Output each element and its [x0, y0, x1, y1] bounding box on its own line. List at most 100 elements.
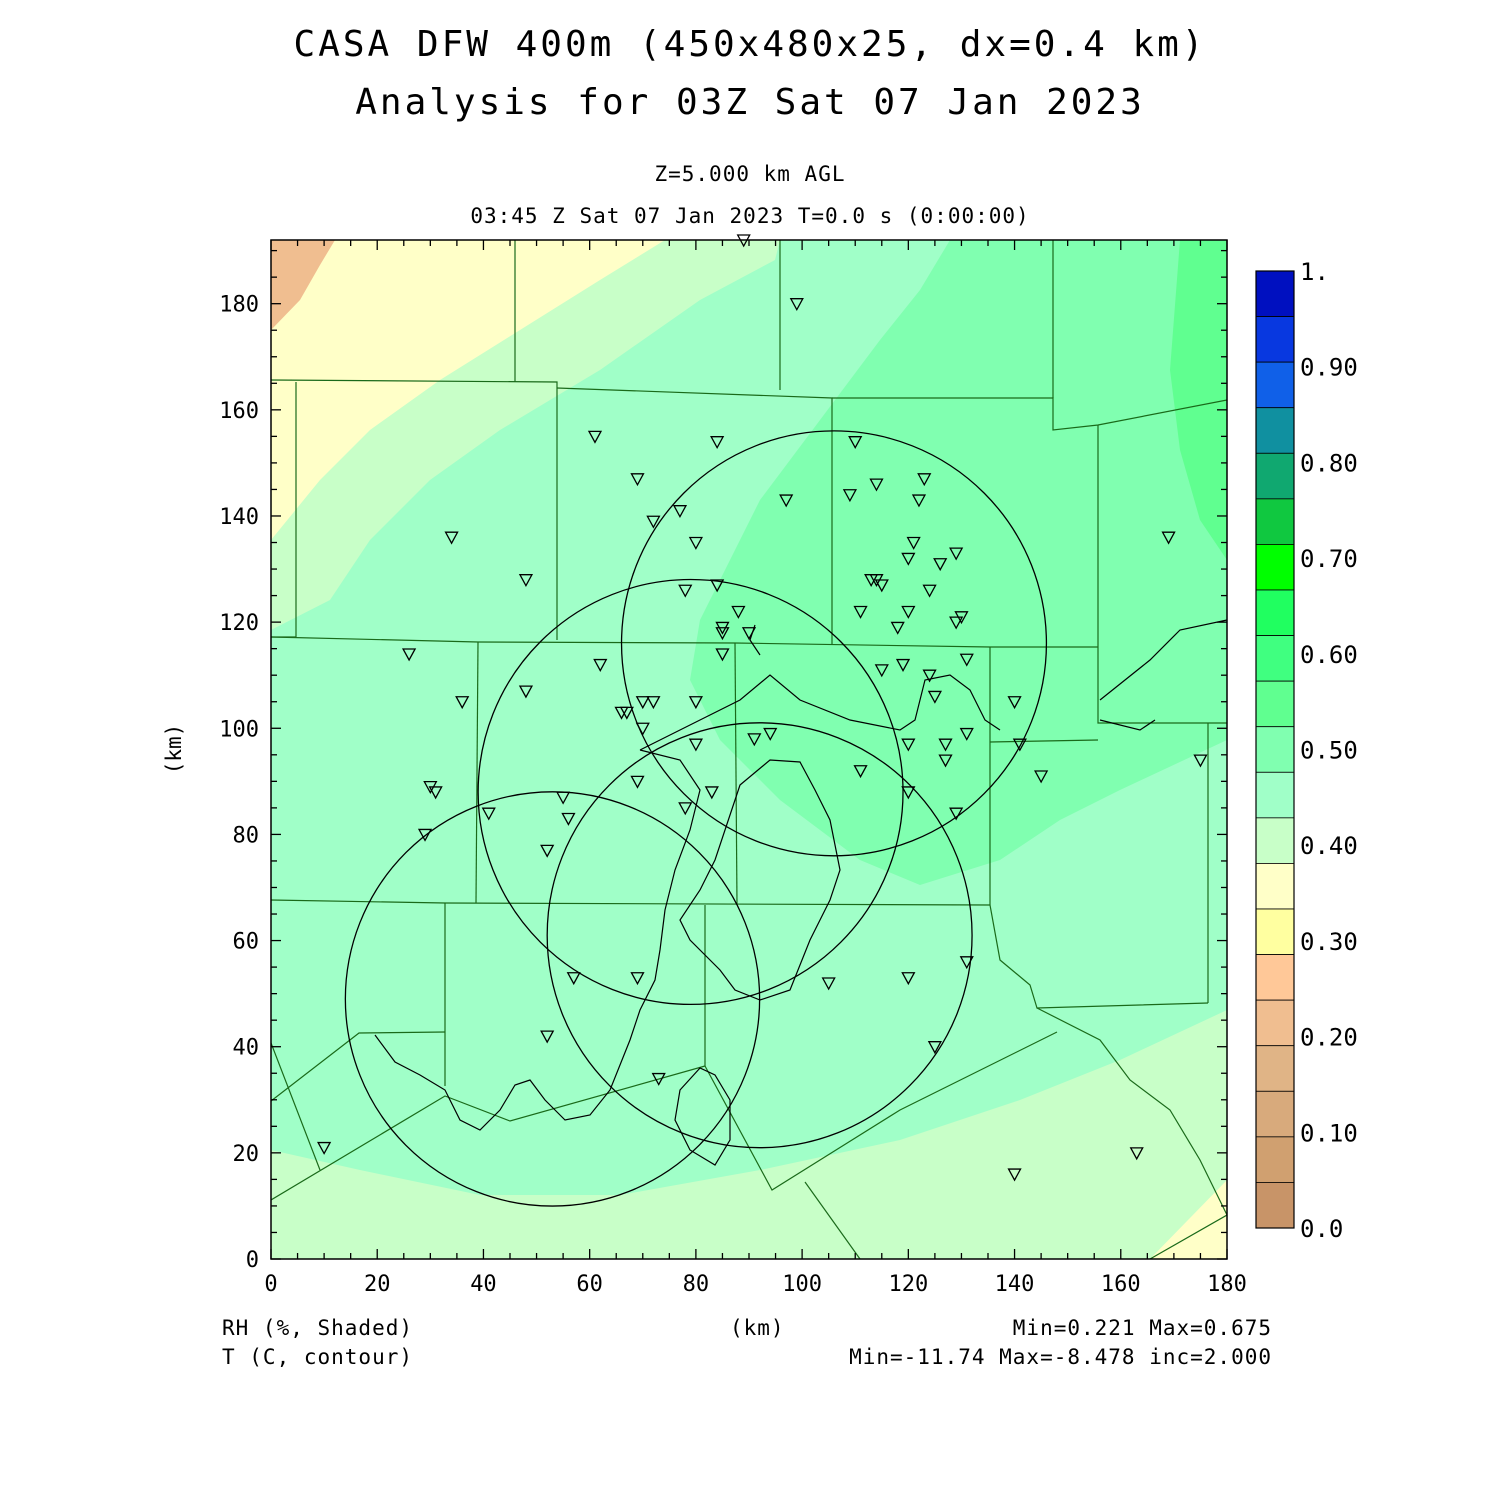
- station-marker: [561, 812, 576, 826]
- colorbar-label: 0.90: [1300, 354, 1358, 382]
- colorbar-swatch: [1255, 1136, 1295, 1183]
- station-marker: [428, 786, 443, 800]
- station-markers: [317, 234, 1208, 1182]
- station-marker: [678, 584, 693, 598]
- colorbar-label: 0.60: [1300, 641, 1358, 669]
- y-axis-label: (km): [162, 724, 186, 775]
- x-tick-label: 180: [1207, 1272, 1247, 1297]
- station-marker: [646, 696, 661, 710]
- contour-range-label: Min=-11.74 Max=-8.478 inc=2.000: [849, 1345, 1272, 1369]
- colorbar-swatch: [1255, 1045, 1295, 1092]
- station-marker: [874, 664, 889, 678]
- colorbar-swatch: [1255, 498, 1295, 545]
- station-marker: [1007, 696, 1022, 710]
- station-marker: [688, 696, 703, 710]
- station-marker: [672, 505, 688, 519]
- colorbar-swatch: [1255, 407, 1295, 454]
- station-marker: [593, 658, 608, 672]
- radar-ring-3: [546, 722, 973, 1149]
- station-marker: [540, 844, 555, 858]
- station-marker: [949, 547, 964, 561]
- y-tick-label: 160: [219, 399, 259, 424]
- radar-ring-2: [477, 578, 904, 1006]
- station-marker: [646, 515, 661, 529]
- radar-range-rings: [344, 430, 1048, 1207]
- station-marker: [556, 791, 571, 805]
- colorbar-swatch: [1255, 1182, 1295, 1229]
- station-marker: [587, 430, 603, 444]
- colorbar-swatch: [1255, 635, 1295, 682]
- shaded-range-label: Min=0.221 Max=0.675: [1012, 1316, 1272, 1340]
- colorbar-swatch: [1255, 908, 1295, 955]
- station-marker: [842, 489, 858, 503]
- station-marker: [895, 658, 911, 672]
- radar-ring-4: [620, 430, 1048, 857]
- x-tick-label: 80: [683, 1272, 710, 1297]
- station-marker: [688, 536, 703, 550]
- colorbar-swatch: [1255, 771, 1295, 819]
- colorbar-label: 0.20: [1300, 1024, 1358, 1052]
- colorbar-swatch: [1255, 1090, 1295, 1138]
- station-marker: [1012, 738, 1027, 752]
- station-marker: [869, 478, 884, 492]
- station-marker: [927, 690, 942, 704]
- station-marker: [688, 738, 703, 752]
- colorbar-swatch: [1255, 954, 1295, 1001]
- colorbar-label: 1.: [1300, 258, 1329, 286]
- station-marker: [481, 807, 496, 821]
- colorbar-swatch: [1255, 589, 1295, 636]
- station-marker: [848, 436, 863, 450]
- station-marker: [715, 648, 730, 662]
- colorbar-label: 0.70: [1300, 545, 1358, 573]
- colorbar-label: 0.80: [1300, 449, 1358, 477]
- x-tick-label: 0: [264, 1272, 277, 1297]
- colorbar-swatch: [1255, 680, 1295, 728]
- colorbar-swatch: [1255, 544, 1295, 591]
- station-marker: [715, 627, 730, 641]
- radar-ring-1: [344, 791, 761, 1207]
- y-tick-label: 60: [233, 930, 260, 955]
- station-marker: [938, 754, 953, 768]
- axis-ticks: [270, 240, 1228, 1260]
- colorbar-frame: [1255, 270, 1295, 1229]
- x-tick-label: 100: [782, 1272, 822, 1297]
- x-tick-label: 120: [888, 1272, 928, 1297]
- station-marker: [901, 605, 916, 619]
- station-marker: [853, 605, 868, 619]
- station-marker: [518, 574, 534, 588]
- station-marker: [789, 298, 804, 312]
- valid-time-label: 03:45 Z Sat 07 Jan 2023 T=0.0 s (0:00:00…: [470, 204, 1030, 228]
- station-marker: [901, 552, 916, 566]
- station-marker: [933, 558, 948, 572]
- station-marker: [566, 972, 581, 986]
- station-marker: [779, 494, 794, 508]
- station-marker: [444, 531, 459, 545]
- y-axis-tick-labels: 0 20 40 60 80 100 120 140 160 180: [219, 293, 259, 1273]
- colorbar-label: 0.30: [1300, 928, 1358, 956]
- x-axis-tick-labels: 0 20 40 60 80 100 120 140 160 180: [264, 1272, 1247, 1297]
- contour-field-label: T (C, contour): [222, 1345, 414, 1369]
- x-tick-label: 160: [1101, 1272, 1141, 1297]
- colorbar-swatch: [1255, 270, 1295, 317]
- shaded-field-label: RH (%, Shaded): [222, 1316, 414, 1340]
- x-tick-label: 40: [470, 1272, 497, 1297]
- station-marker: [917, 473, 932, 487]
- y-tick-label: 140: [219, 505, 259, 530]
- station-marker: [763, 727, 778, 741]
- station-marker: [922, 584, 937, 598]
- colorbar-swatch: [1255, 316, 1295, 363]
- x-tick-label: 20: [364, 1272, 391, 1297]
- station-marker: [959, 727, 974, 741]
- station-marker: [455, 696, 470, 710]
- station-marker: [901, 738, 916, 752]
- rh-shaded-field: [271, 240, 1227, 1259]
- station-marker: [710, 436, 725, 450]
- station-marker: [747, 733, 762, 747]
- station-marker: [401, 648, 417, 662]
- colorbar-swatch: [1255, 999, 1295, 1047]
- station-marker: [959, 653, 974, 667]
- station-marker: [710, 579, 725, 593]
- y-tick-label: 80: [233, 823, 260, 848]
- colorbar-label: 0.10: [1300, 1119, 1358, 1147]
- station-marker: [901, 972, 916, 986]
